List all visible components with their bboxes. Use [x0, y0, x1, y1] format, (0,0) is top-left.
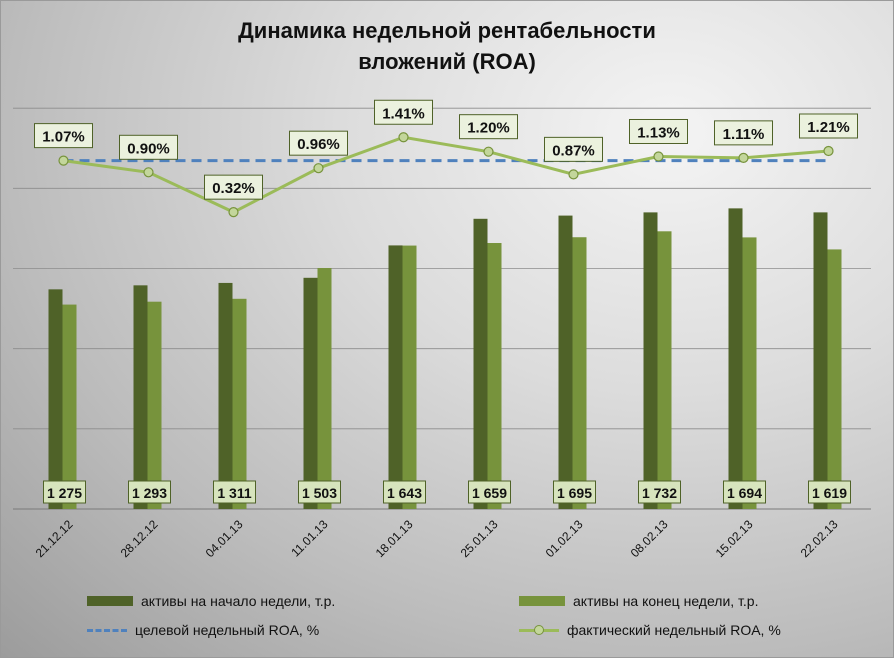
chart-title-line-2: вложений (ROA)	[358, 49, 536, 74]
x-tick-label: 28.12.12	[118, 517, 161, 560]
roa-data-label: 0.87%	[552, 142, 595, 159]
bar-value-label-box	[43, 480, 86, 504]
bar-assets-start	[813, 212, 828, 509]
roa-data-label-box	[459, 114, 518, 140]
x-tick-label: 21.12.12	[33, 517, 76, 560]
point-actual-roa	[568, 169, 579, 180]
bar-value-label-box	[808, 480, 851, 504]
bar-assets-end	[487, 243, 502, 509]
point-actual-roa	[823, 145, 834, 157]
bar-assets-end	[572, 237, 587, 510]
x-tick-label: 08.02.13	[628, 517, 671, 560]
bar-assets-start	[133, 285, 148, 509]
roa-data-label: 0.96%	[297, 136, 340, 153]
bar-assets-start	[388, 245, 403, 510]
bar-value-label-box	[723, 480, 766, 504]
bar-assets-end	[232, 298, 247, 509]
point-actual-roa	[313, 163, 324, 174]
bar-assets-start	[643, 212, 658, 509]
roa-data-label-box	[119, 134, 178, 160]
roa-data-label-box	[629, 118, 688, 144]
point-actual-roa	[653, 151, 664, 162]
bar-assets-end	[742, 237, 757, 510]
roa-data-label-box	[34, 123, 93, 149]
x-tick-label: 04.01.13	[203, 517, 246, 560]
bar-value-label: 1 732	[642, 485, 677, 501]
bar-assets-end	[317, 268, 332, 509]
roa-data-label-box	[204, 174, 263, 200]
bar-assets-start	[303, 277, 318, 509]
roa-data-label-box	[544, 136, 603, 162]
roa-data-label: 1.20%	[467, 120, 510, 137]
bar-value-label: 1 694	[727, 485, 762, 501]
point-actual-roa	[143, 167, 154, 178]
bar-assets-start	[728, 208, 743, 509]
x-tick-label: 22.02.13	[798, 517, 841, 560]
bar-assets-end	[827, 249, 842, 509]
point-actual-roa	[738, 152, 749, 163]
chart-title: Динамика недельной рентабельности вложен…	[1, 15, 893, 77]
bar-assets-end	[657, 231, 672, 509]
bar-value-label: 1 643	[387, 485, 422, 501]
bar-value-label: 1 503	[302, 485, 337, 501]
point-actual-roa	[398, 132, 409, 143]
roa-data-label-box	[289, 130, 348, 156]
bar-value-label-box	[553, 480, 596, 504]
x-tick-label: 25.01.13	[458, 517, 501, 560]
bar-value-label-box	[638, 480, 681, 504]
bar-assets-end	[62, 304, 77, 509]
roa-data-label-box	[714, 120, 773, 146]
roa-data-label: 1.07%	[42, 129, 85, 146]
bar-value-label-box	[468, 480, 511, 504]
bar-assets-end	[402, 245, 417, 509]
roa-data-label: 1.21%	[807, 119, 850, 136]
roa-data-label: 0.90%	[127, 140, 170, 157]
bar-assets-start	[48, 289, 63, 509]
bar-value-label: 1 659	[472, 485, 507, 501]
x-tick-label: 18.01.13	[373, 517, 416, 560]
roa-data-label: 0.32%	[212, 180, 255, 197]
bar-assets-start	[218, 282, 233, 509]
bar-value-label-box	[298, 480, 341, 504]
point-actual-roa	[483, 146, 494, 157]
bar-value-label: 1 619	[812, 485, 847, 501]
bar-value-label-box	[213, 480, 256, 504]
roa-data-label: 1.11%	[723, 126, 765, 143]
bar-assets-start	[558, 215, 573, 509]
bar-assets-end	[147, 301, 162, 509]
bar-assets-start	[473, 218, 488, 509]
point-actual-roa	[58, 155, 69, 166]
bar-value-label: 1 695	[557, 485, 592, 501]
point-actual-roa	[228, 207, 239, 218]
bar-value-label-box	[128, 480, 171, 504]
bar-value-label-box	[383, 480, 426, 504]
chart-title-line-1: Динамика недельной рентабельности	[238, 18, 656, 43]
bar-value-label: 1 311	[217, 485, 251, 501]
roa-data-label: 1.41%	[382, 105, 425, 122]
line-actual-roa	[63, 135, 829, 214]
bar-value-label: 1 275	[47, 485, 82, 501]
roa-data-label-box	[374, 99, 433, 125]
bar-value-label: 1 293	[132, 485, 167, 501]
x-tick-label: 15.02.13	[713, 517, 756, 560]
roa-data-label: 1.13%	[637, 124, 680, 141]
roa-data-label-box	[799, 113, 858, 139]
x-tick-label: 01.02.13	[543, 517, 586, 560]
x-tick-label: 11.01.13	[288, 517, 331, 560]
